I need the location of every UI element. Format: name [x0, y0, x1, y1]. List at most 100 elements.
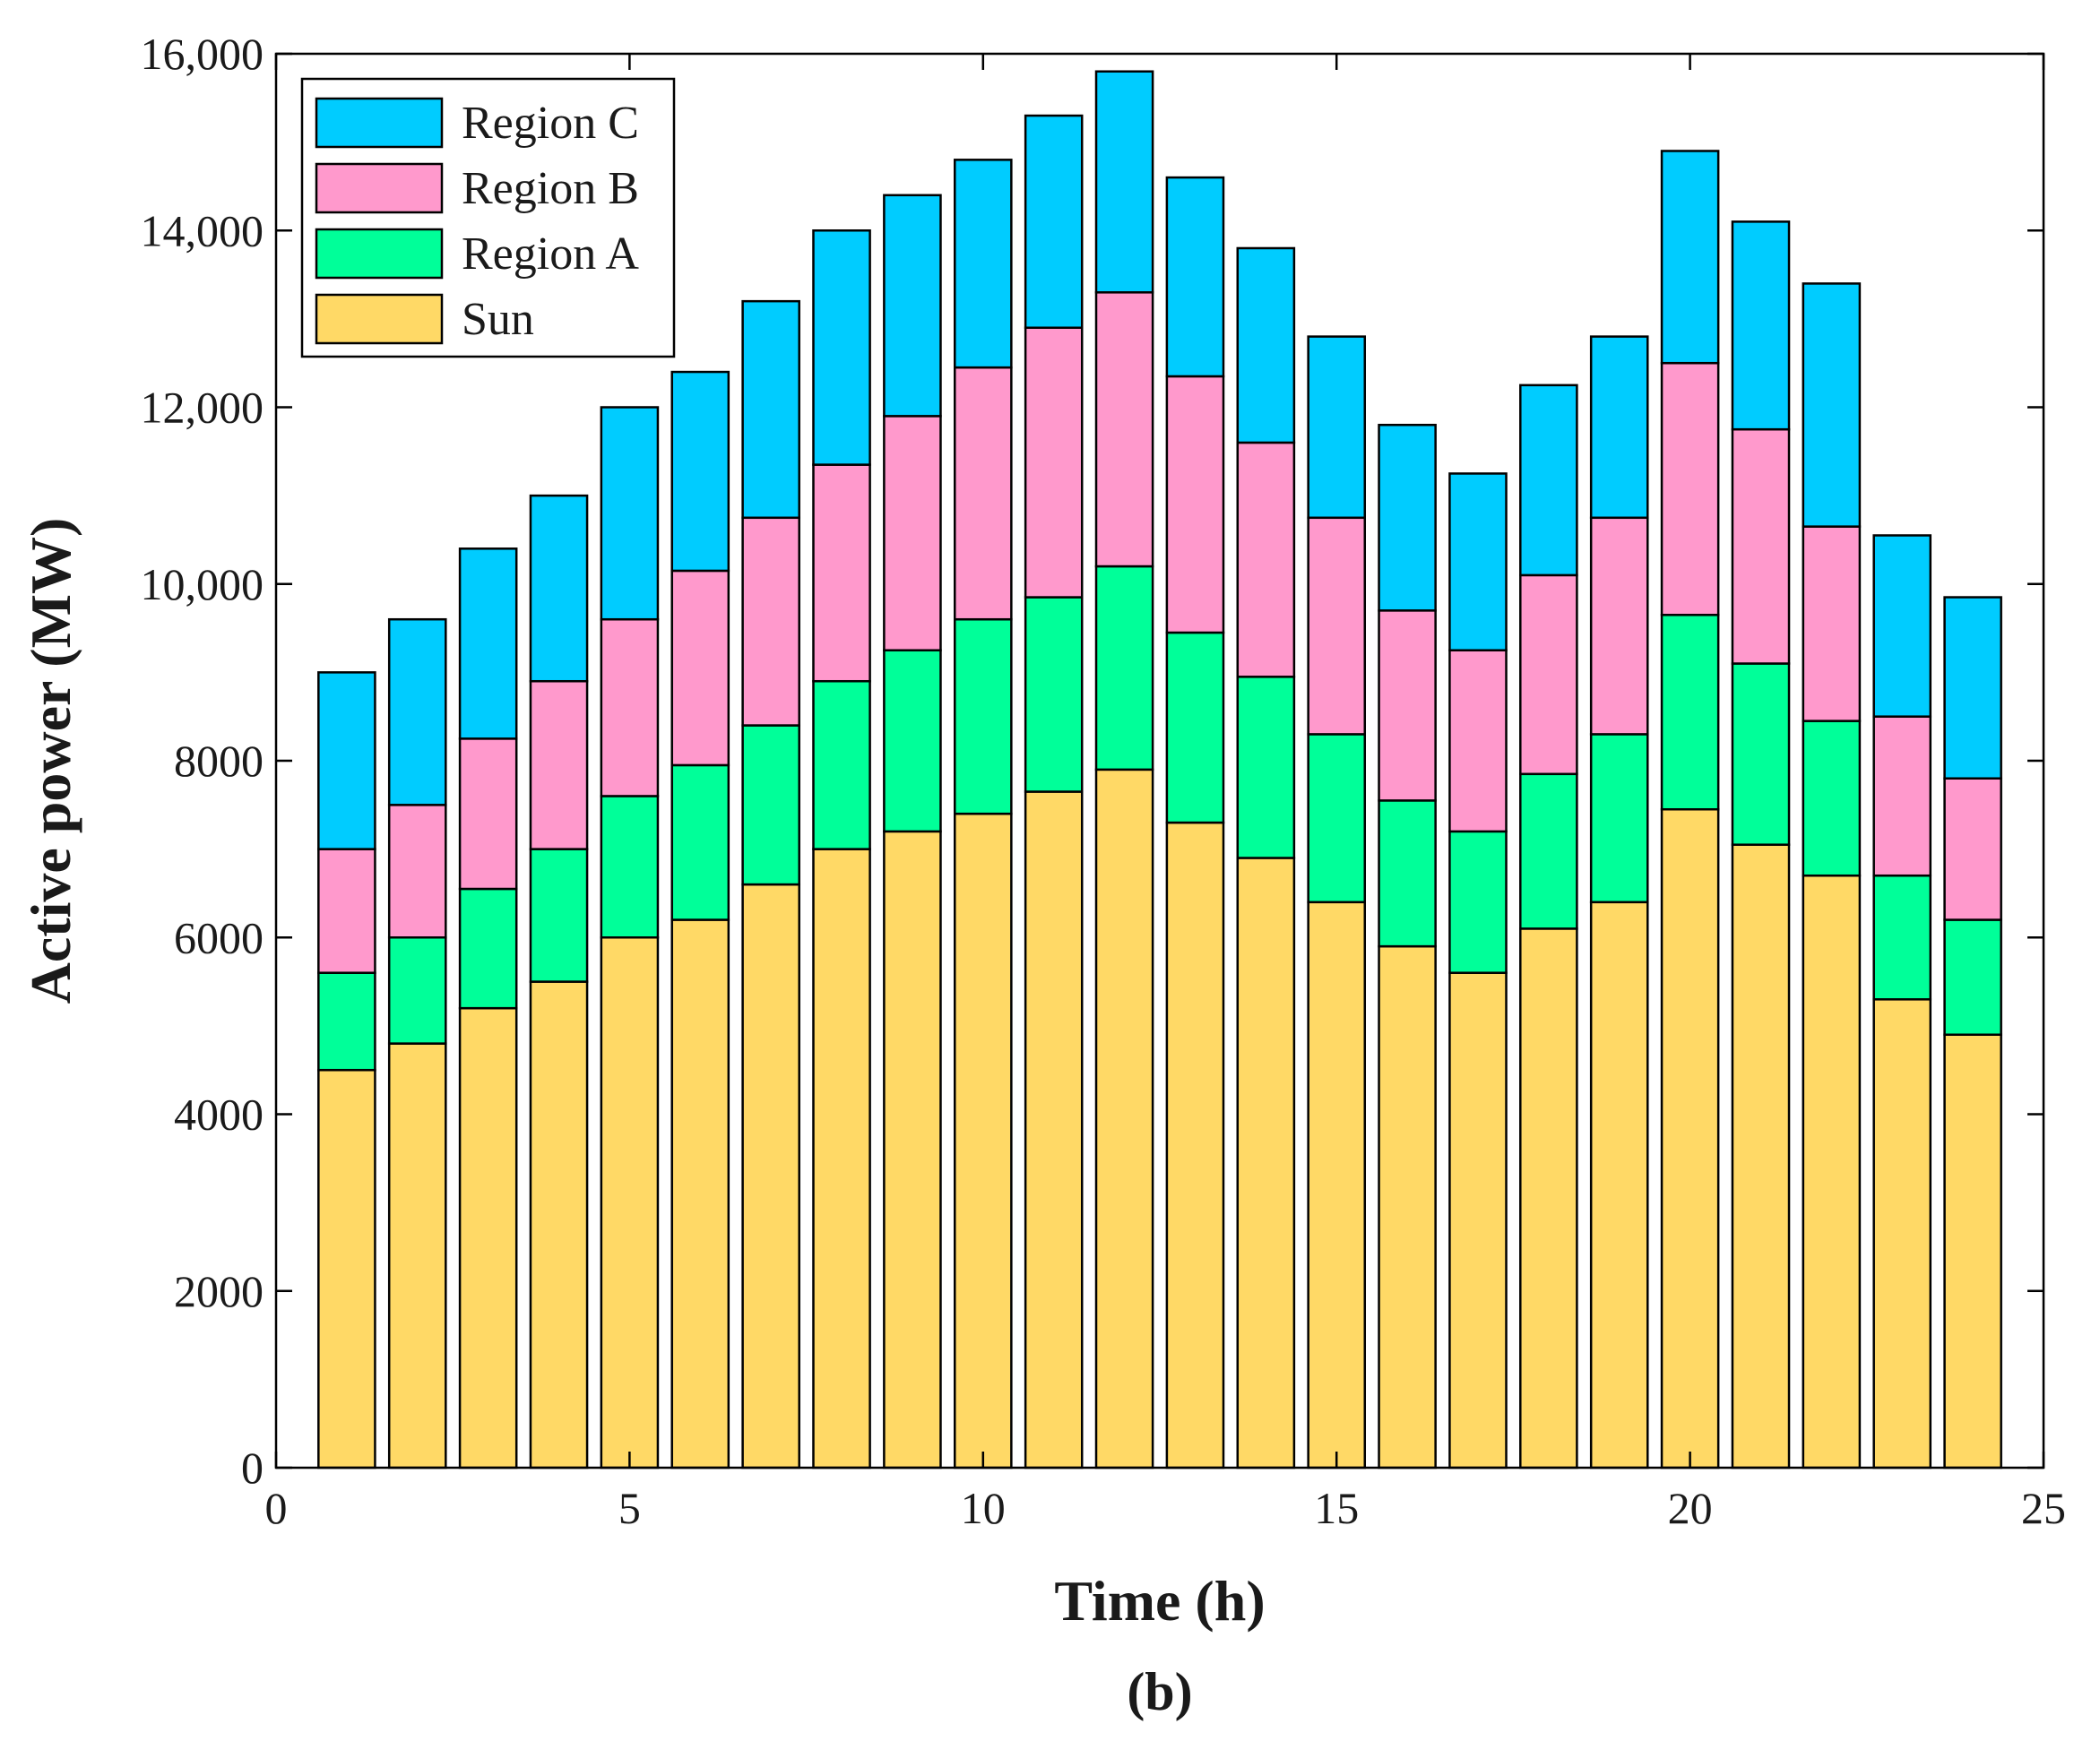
x-tick-label: 20	[1668, 1483, 1713, 1533]
bar-region-c-13	[1165, 176, 1225, 378]
bar-sun-1	[317, 1068, 376, 1470]
bar-region-b-13	[1165, 375, 1225, 634]
y-axis-title: Active power (MW)	[19, 518, 82, 1004]
bar-region-a-18	[1519, 772, 1578, 930]
legend-label-region-c: Region C	[462, 98, 639, 149]
bar-region-b-20	[1660, 361, 1720, 616]
bar-region-b-18	[1519, 573, 1578, 776]
bar-region-c-10	[953, 159, 1013, 369]
bar-region-a-9	[883, 649, 942, 833]
bar-sun-20	[1660, 807, 1720, 1470]
bar-region-c-15	[1307, 335, 1367, 520]
bar-region-a-2	[387, 936, 447, 1045]
bar-region-a-11	[1024, 596, 1084, 793]
bar-region-b-17	[1448, 649, 1508, 833]
bar-region-a-19	[1589, 733, 1649, 904]
bar-sun-24	[1943, 1033, 2002, 1470]
bar-sun-3	[458, 1006, 518, 1470]
x-tick-label: 5	[618, 1483, 641, 1533]
legend-swatch-region-c	[315, 97, 444, 149]
y-tick-label: 8000	[174, 736, 264, 786]
bar-region-b-22	[1802, 525, 1862, 722]
bar-sun-14	[1236, 857, 1296, 1470]
bar-region-c-14	[1236, 246, 1296, 444]
y-tick-label: 12,000	[141, 383, 264, 433]
bar-region-a-3	[458, 887, 518, 1010]
bar-sun-16	[1378, 944, 1437, 1470]
bar-sun-11	[1024, 790, 1084, 1470]
bar-region-c-18	[1519, 384, 1578, 577]
bar-region-a-4	[529, 848, 589, 983]
bar-region-a-20	[1660, 614, 1720, 811]
bar-sun-23	[1872, 998, 1932, 1470]
bar-sun-2	[387, 1042, 447, 1470]
bar-region-c-6	[670, 370, 730, 573]
bar-sun-13	[1165, 821, 1225, 1470]
bar-region-c-4	[529, 494, 589, 683]
bar-region-c-1	[317, 671, 376, 850]
bar-sun-19	[1589, 901, 1649, 1470]
bar-sun-7	[741, 883, 800, 1470]
x-axis-title: Time (h)	[1054, 1569, 1265, 1633]
bar-region-c-19	[1589, 335, 1649, 520]
y-tick-label: 10,000	[141, 559, 264, 609]
bar-sun-18	[1519, 927, 1578, 1470]
bar-region-b-4	[529, 679, 589, 850]
tick-labels-group: 0 5 10 15 20 25 0 2000 4000 6000 8000 10,000 12,000 1…	[141, 29, 2067, 1533]
bar-region-a-17	[1448, 830, 1508, 974]
bar-region-b-3	[458, 737, 518, 891]
bar-region-c-8	[812, 229, 871, 466]
bar-region-a-1	[317, 971, 376, 1072]
legend-label-region-b: Region B	[462, 163, 639, 214]
bar-region-b-12	[1094, 291, 1154, 568]
bar-sun-15	[1307, 901, 1367, 1470]
bar-region-b-24	[1943, 777, 2002, 921]
x-tick-label: 25	[2021, 1483, 2066, 1533]
bar-region-c-21	[1731, 220, 1791, 431]
y-tick-label: 0	[241, 1443, 264, 1493]
legend: Region C Region B Region A Sun	[300, 77, 676, 358]
bar-sun-6	[670, 918, 730, 1470]
bar-region-c-20	[1660, 150, 1720, 365]
bar-region-a-24	[1943, 918, 2002, 1036]
bar-region-a-13	[1165, 631, 1225, 824]
bar-region-c-5	[600, 406, 660, 621]
bar-region-c-17	[1448, 472, 1508, 651]
bar-region-a-23	[1872, 874, 1932, 1001]
bar-region-b-19	[1589, 516, 1649, 736]
y-tick-label: 16,000	[141, 29, 264, 79]
bar-sun-12	[1094, 768, 1154, 1470]
bar-region-b-2	[387, 804, 447, 939]
legend-swatch-region-a	[315, 228, 444, 280]
bar-region-b-9	[883, 415, 942, 651]
bar-region-a-14	[1236, 676, 1296, 859]
bar-region-b-8	[812, 463, 871, 683]
bar-sun-21	[1731, 843, 1791, 1470]
bar-sun-4	[529, 980, 589, 1470]
bar-region-b-21	[1731, 427, 1791, 665]
y-tick-label: 14,000	[141, 205, 264, 255]
y-tick-label: 6000	[174, 912, 264, 962]
bar-region-c-22	[1802, 282, 1862, 528]
bar-region-c-24	[1943, 596, 2002, 780]
bar-region-a-6	[670, 763, 730, 921]
bar-region-b-10	[953, 366, 1013, 621]
bar-sun-5	[600, 936, 660, 1470]
bar-sun-22	[1802, 874, 1862, 1470]
bar-region-a-8	[812, 679, 871, 850]
y-tick-label: 2000	[174, 1266, 264, 1316]
bar-region-c-12	[1094, 70, 1154, 294]
bar-region-c-16	[1378, 423, 1437, 612]
bar-region-a-5	[600, 795, 660, 939]
bar-region-b-15	[1307, 516, 1367, 736]
bar-region-c-9	[883, 194, 942, 418]
bar-region-b-6	[670, 569, 730, 767]
bar-region-b-14	[1236, 441, 1296, 678]
panel-label: (b)	[1127, 1662, 1192, 1721]
bar-region-b-7	[741, 516, 800, 727]
bar-sun-17	[1448, 971, 1508, 1470]
bar-region-b-23	[1872, 715, 1932, 877]
bar-sun-8	[812, 848, 871, 1470]
bar-sun-10	[953, 812, 1013, 1470]
y-tick-label: 4000	[174, 1090, 264, 1140]
